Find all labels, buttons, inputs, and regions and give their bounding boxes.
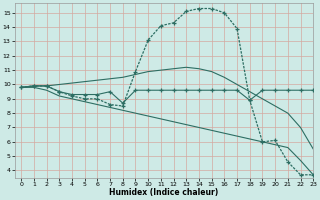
X-axis label: Humidex (Indice chaleur): Humidex (Indice chaleur): [109, 188, 219, 197]
